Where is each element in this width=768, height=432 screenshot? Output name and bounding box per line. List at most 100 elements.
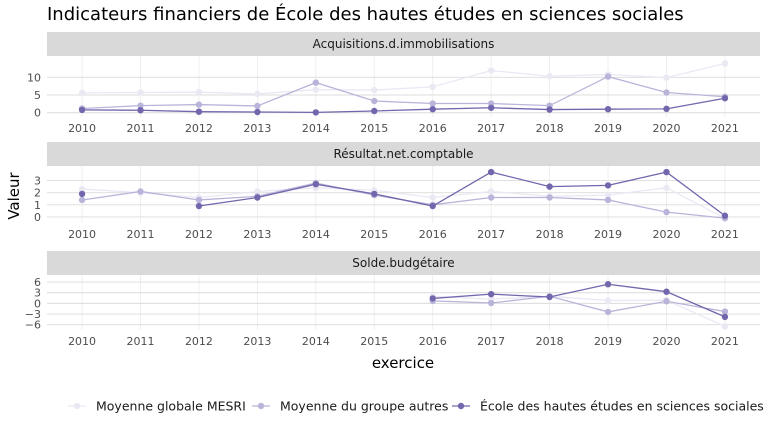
x-tick-label: 2019	[594, 228, 622, 241]
data-point	[371, 190, 378, 198]
x-tick-label: 2014	[302, 122, 330, 135]
data-point	[371, 86, 378, 94]
legend-entry: École des hautes études en sciences soci…	[452, 399, 764, 414]
data-point	[546, 183, 553, 190]
panel-strip	[47, 142, 760, 166]
data-point	[487, 67, 495, 74]
data-point	[663, 184, 670, 192]
x-tick-label: 2015	[360, 335, 388, 348]
data-point	[429, 83, 436, 91]
x-tick-label: 2012	[185, 228, 213, 241]
data-point	[487, 188, 495, 195]
data-point	[312, 109, 320, 116]
y-tick-label: 0	[34, 297, 41, 310]
legend-label: Moyenne du groupe autres	[280, 399, 448, 414]
x-tick-label: 2010	[68, 228, 96, 241]
data-point	[663, 105, 670, 113]
series-line	[432, 295, 726, 313]
data-point	[78, 106, 86, 114]
data-point	[195, 196, 203, 204]
x-tick-label: 2017	[477, 335, 505, 348]
data-point	[721, 313, 729, 321]
x-tick-label: 2014	[302, 335, 330, 348]
data-point	[721, 212, 729, 219]
data-point	[487, 194, 495, 201]
x-tick-label: 2014	[302, 228, 330, 241]
x-tick-label: 2017	[477, 122, 505, 135]
data-point	[195, 88, 203, 96]
y-axis-title: Valeur	[5, 171, 23, 219]
data-point	[721, 60, 729, 67]
x-tick-label: 2021	[711, 122, 739, 135]
y-tick-label: 2	[34, 187, 41, 200]
series-line	[82, 62, 726, 95]
x-tick-label: 2017	[477, 228, 505, 241]
data-point	[546, 73, 553, 80]
data-point	[487, 299, 495, 307]
y-tick-label: 3	[34, 287, 41, 300]
x-tick-label: 2020	[652, 335, 680, 348]
data-point	[78, 190, 86, 198]
x-tick-label: 2018	[536, 228, 564, 241]
legend-label: École des hautes études en sciences soci…	[480, 399, 764, 414]
data-point	[195, 101, 203, 108]
x-tick-label: 2011	[127, 122, 155, 135]
x-tick-label: 2010	[68, 122, 96, 135]
panel: Acquisitions.d.immobilisations 0 5 10 2010 20…	[27, 32, 760, 135]
y-tick-label: 3	[34, 175, 41, 188]
data-point	[429, 202, 436, 210]
x-tick-label: 2016	[419, 228, 447, 241]
data-point	[429, 100, 436, 107]
series-group	[78, 73, 729, 112]
data-point	[312, 180, 320, 188]
series-line	[82, 187, 726, 219]
x-axis-title: exercice	[372, 354, 434, 372]
y-tick-label: 10	[27, 71, 41, 84]
x-tick-label: 2015	[360, 122, 388, 135]
series-line	[198, 171, 726, 217]
x-tick-label: 2013	[243, 122, 271, 135]
data-point	[195, 108, 203, 115]
series-line	[432, 295, 726, 328]
series-group	[78, 95, 729, 116]
data-point	[78, 185, 86, 193]
data-point	[663, 298, 670, 305]
x-tick-label: 2018	[536, 122, 564, 135]
data-point	[546, 194, 553, 201]
data-point	[604, 73, 612, 80]
data-point	[371, 107, 378, 115]
data-point	[721, 323, 729, 330]
series-group	[78, 184, 729, 222]
x-tick-label: 2018	[536, 335, 564, 348]
data-point	[137, 102, 144, 109]
y-tick-label: 0	[34, 211, 41, 224]
data-point	[604, 182, 612, 189]
legend-entry: Moyenne globale MESRI	[68, 399, 246, 414]
x-tick-label: 2020	[652, 122, 680, 135]
y-tick-label: 0	[34, 107, 41, 120]
x-tick-label: 2016	[419, 335, 447, 348]
x-tick-label: 2020	[652, 228, 680, 241]
data-point	[604, 105, 612, 113]
panel-strip	[47, 32, 760, 56]
data-point	[546, 293, 553, 301]
y-tick-label: 6	[34, 276, 41, 289]
data-point	[254, 90, 261, 98]
data-point	[312, 86, 320, 93]
legend-marker	[257, 402, 265, 410]
data-point	[604, 308, 612, 316]
y-tick-label: 5	[34, 89, 41, 102]
x-tick-label: 2019	[594, 335, 622, 348]
panel-strip-label: Acquisitions.d.immobilisations	[313, 37, 495, 51]
series-group	[78, 168, 729, 219]
data-point	[721, 95, 729, 102]
data-point	[137, 107, 144, 114]
data-point	[137, 188, 144, 195]
legend: Moyenne globale MESRI Moyenne du groupe a…	[68, 399, 764, 414]
x-tick-label: 2011	[127, 335, 155, 348]
data-point	[604, 191, 612, 199]
data-point	[254, 108, 261, 116]
